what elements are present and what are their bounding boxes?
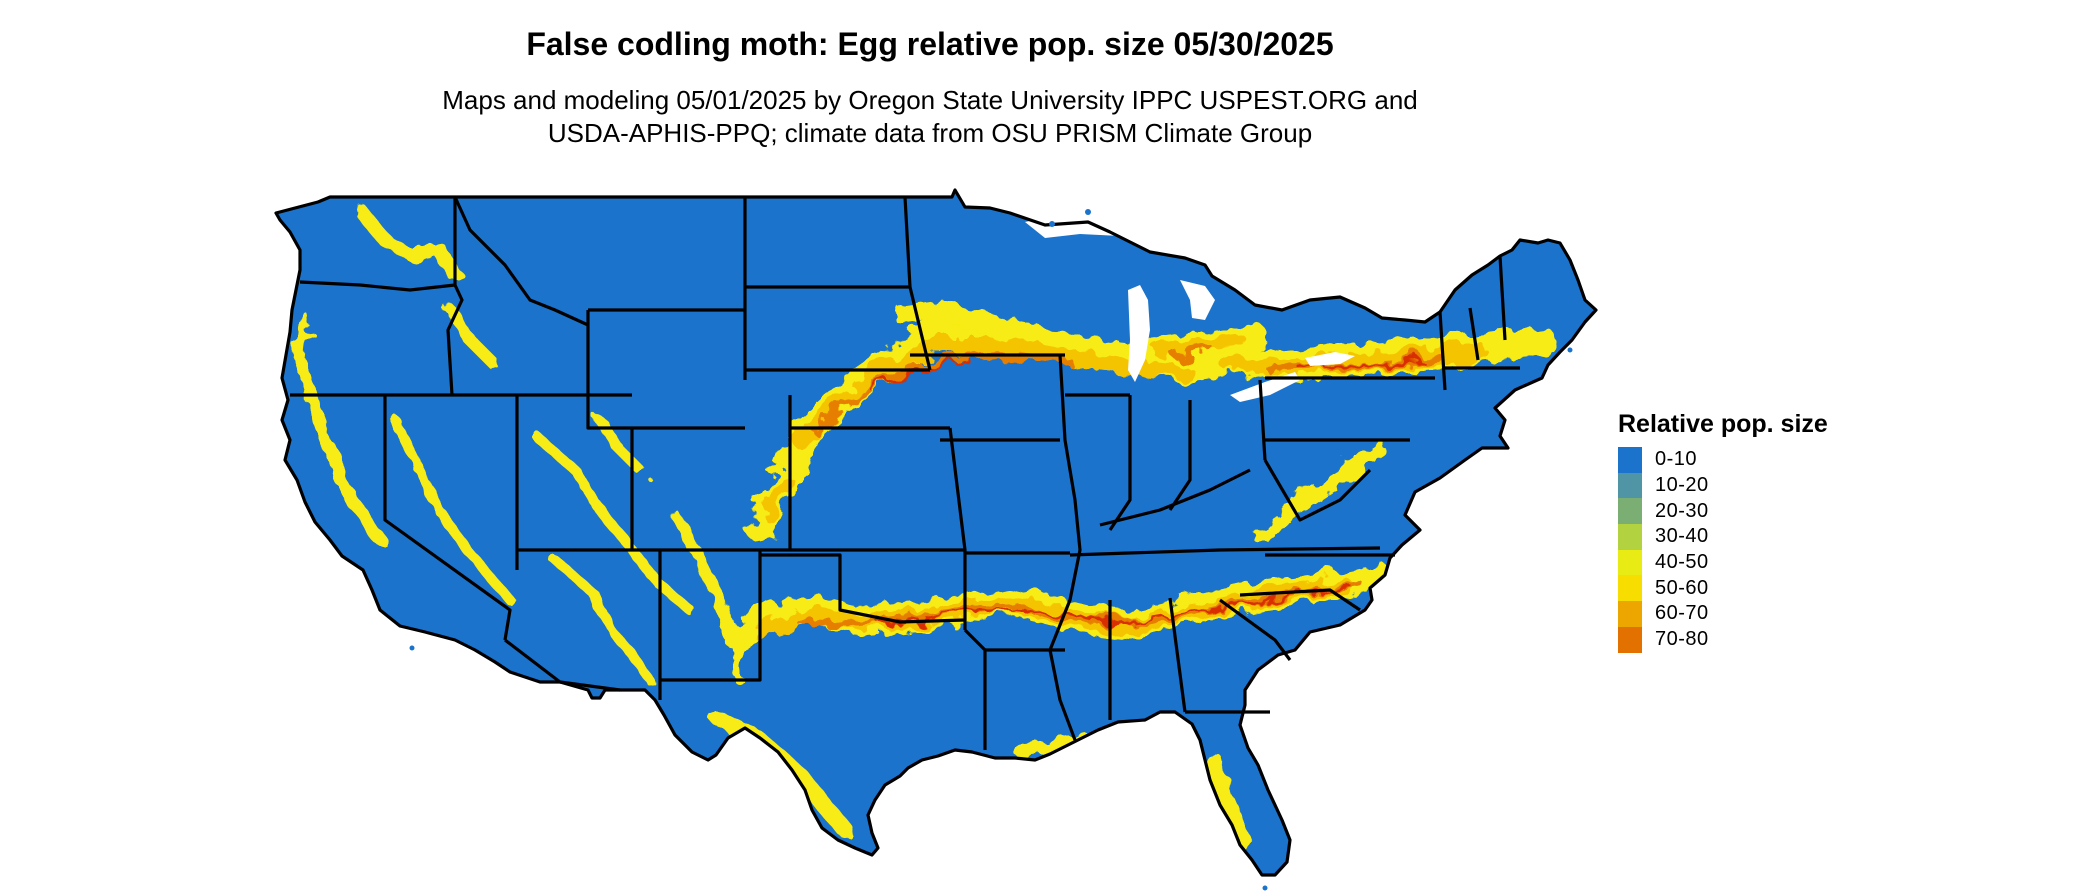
state-borders [274,188,1598,877]
lake-superior [1025,214,1130,238]
legend-item: 60-70 [1618,601,1828,627]
legend-label: 70-80 [1655,628,1709,651]
border-nh-me [1498,255,1507,341]
border-ny-ne [1438,311,1447,391]
map-title: False codling moth: Egg relative pop. si… [526,26,1334,62]
island-speck [1551,352,1555,356]
border-nm-tx [660,550,762,682]
legend-item: 50-60 [1618,575,1828,602]
border-oh-pa [1258,379,1267,461]
legend-item: 40-50 [1618,549,1828,576]
border-vt-nh [1468,307,1480,361]
lake-ontario [1305,352,1355,366]
legend-items: 0-10 10-20 20-30 30-40 40-50 50-60 60-70… [1618,447,1828,653]
border-al-ga [1168,597,1187,713]
border-or-id [446,284,464,396]
legend-item: 30-40 [1618,524,1828,550]
legend-swatch [1618,524,1642,550]
border-mn-ia [903,196,932,371]
legend-swatch [1618,472,1642,499]
legend-label: 60-70 [1655,602,1709,625]
border-miss-river [1048,354,1082,741]
border-nc-sc [1239,588,1361,612]
legend-title: Relative pop. size [1618,410,1828,438]
map-subtitle: Maps and modeling 05/01/2025 by Oregon S… [0,84,1860,150]
island-speck [1567,347,1573,353]
coastal-islands [409,209,1573,891]
legend-item: 10-20 [1618,472,1828,499]
legend-label: 0-10 [1655,448,1698,471]
legend-item: 0-10 [1618,447,1828,473]
border-ga-sc [1219,598,1292,661]
legend-item: 70-80 [1618,626,1828,653]
legend: Relative pop. size 0-10 10-20 20-30 30-4… [1618,410,1828,653]
island-speck [1262,885,1268,891]
border-cal-nv [383,395,512,641]
legend-swatch [1618,601,1642,627]
border-tx-la [963,628,987,750]
legend-label: 40-50 [1655,551,1709,574]
risk-layer [276,190,1596,875]
border-wy-south [586,310,745,430]
border-va-wv [1263,459,1372,522]
lake-huron [1180,280,1215,320]
island-speck [1049,221,1055,227]
legend-label: 10-20 [1655,474,1709,497]
border-ky-north [1099,468,1251,527]
legend-swatch [1618,549,1642,576]
lake-michigan [1128,285,1150,382]
legend-swatch [1618,626,1642,653]
legend-swatch [1618,575,1642,602]
legend-label: 20-30 [1655,499,1709,522]
low-risk-base [276,190,1596,875]
legend-swatch [1618,447,1642,473]
border-wa-or [299,280,456,292]
border-ky-tn [1069,546,1381,557]
legend-swatch [1618,498,1642,525]
border-mo-ks [948,427,967,630]
subtitle-line-2: USDA-APHIS-PPQ; climate data from OSU PR… [547,118,1313,148]
risk-band-peak [868,358,1422,626]
border-az-mx [504,638,621,692]
legend-label: 30-40 [1655,525,1709,548]
island-speck [409,645,415,651]
border-in-oh [1168,400,1192,511]
subtitle-line-1: Maps and modeling 05/01/2025 by Oregon S… [442,85,1418,115]
great-lakes [1025,214,1355,402]
legend-label: 50-60 [1655,576,1709,599]
border-tx-ok [760,553,966,624]
legend-item: 20-30 [1618,498,1828,525]
border-id-mt [453,196,589,327]
island-speck [1085,209,1091,215]
